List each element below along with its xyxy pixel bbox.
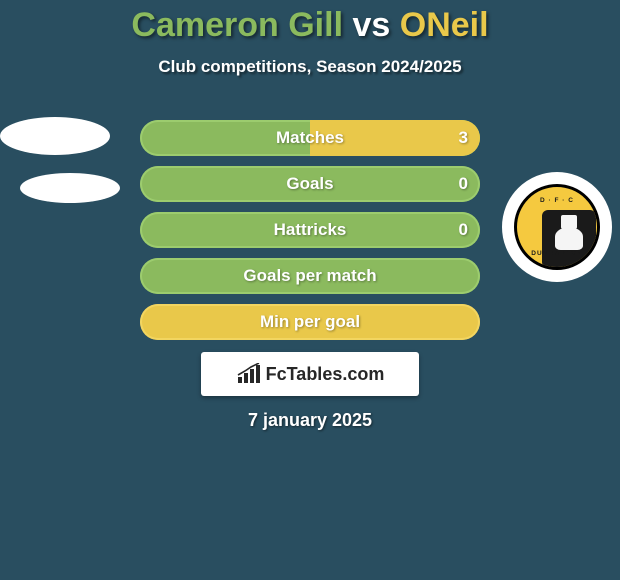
date: 7 january 2025 — [0, 410, 620, 431]
stat-row-goals: Goals 0 — [140, 166, 480, 202]
stat-label: Goals per match — [140, 258, 480, 294]
brand-box: FcTables.com — [201, 352, 419, 396]
badge-text-top: D · F · C — [517, 197, 597, 204]
stat-rows: Matches 3 Goals 0 Hattricks 0 Goals per … — [140, 120, 480, 350]
comparison-infographic: Cameron Gill vs ONeil Club competitions,… — [0, 0, 620, 580]
stat-label: Hattricks — [140, 212, 480, 248]
stat-row-matches: Matches 3 — [140, 120, 480, 156]
stat-label: Goals — [140, 166, 480, 202]
page-title: Cameron Gill vs ONeil — [0, 0, 620, 45]
player2-club-badge: D · F · C DUMBARTON — [502, 172, 612, 282]
stat-row-min-per-goal: Min per goal — [140, 304, 480, 340]
badge-shape — [20, 173, 120, 203]
castle-icon — [561, 215, 577, 229]
badge-text-bottom: DUMBARTON — [517, 250, 597, 257]
elephant-icon — [555, 228, 583, 250]
player2-name: ONeil — [400, 6, 489, 44]
badge-shape — [0, 117, 110, 155]
stat-row-goals-per-match: Goals per match — [140, 258, 480, 294]
player1-name: Cameron Gill — [131, 6, 343, 44]
player1-club-badge — [0, 115, 110, 225]
stat-row-hattricks: Hattricks 0 — [140, 212, 480, 248]
stat-label: Min per goal — [140, 304, 480, 340]
badge-ring: D · F · C DUMBARTON — [514, 184, 600, 270]
stat-label: Matches — [140, 120, 480, 156]
subtitle: Club competitions, Season 2024/2025 — [0, 57, 620, 77]
title-vs: vs — [352, 6, 390, 44]
brand-text: FcTables.com — [266, 364, 385, 385]
bar-chart-icon — [236, 363, 262, 385]
stat-value-right: 3 — [459, 120, 468, 156]
stat-value-right: 0 — [459, 166, 468, 202]
stat-value-right: 0 — [459, 212, 468, 248]
